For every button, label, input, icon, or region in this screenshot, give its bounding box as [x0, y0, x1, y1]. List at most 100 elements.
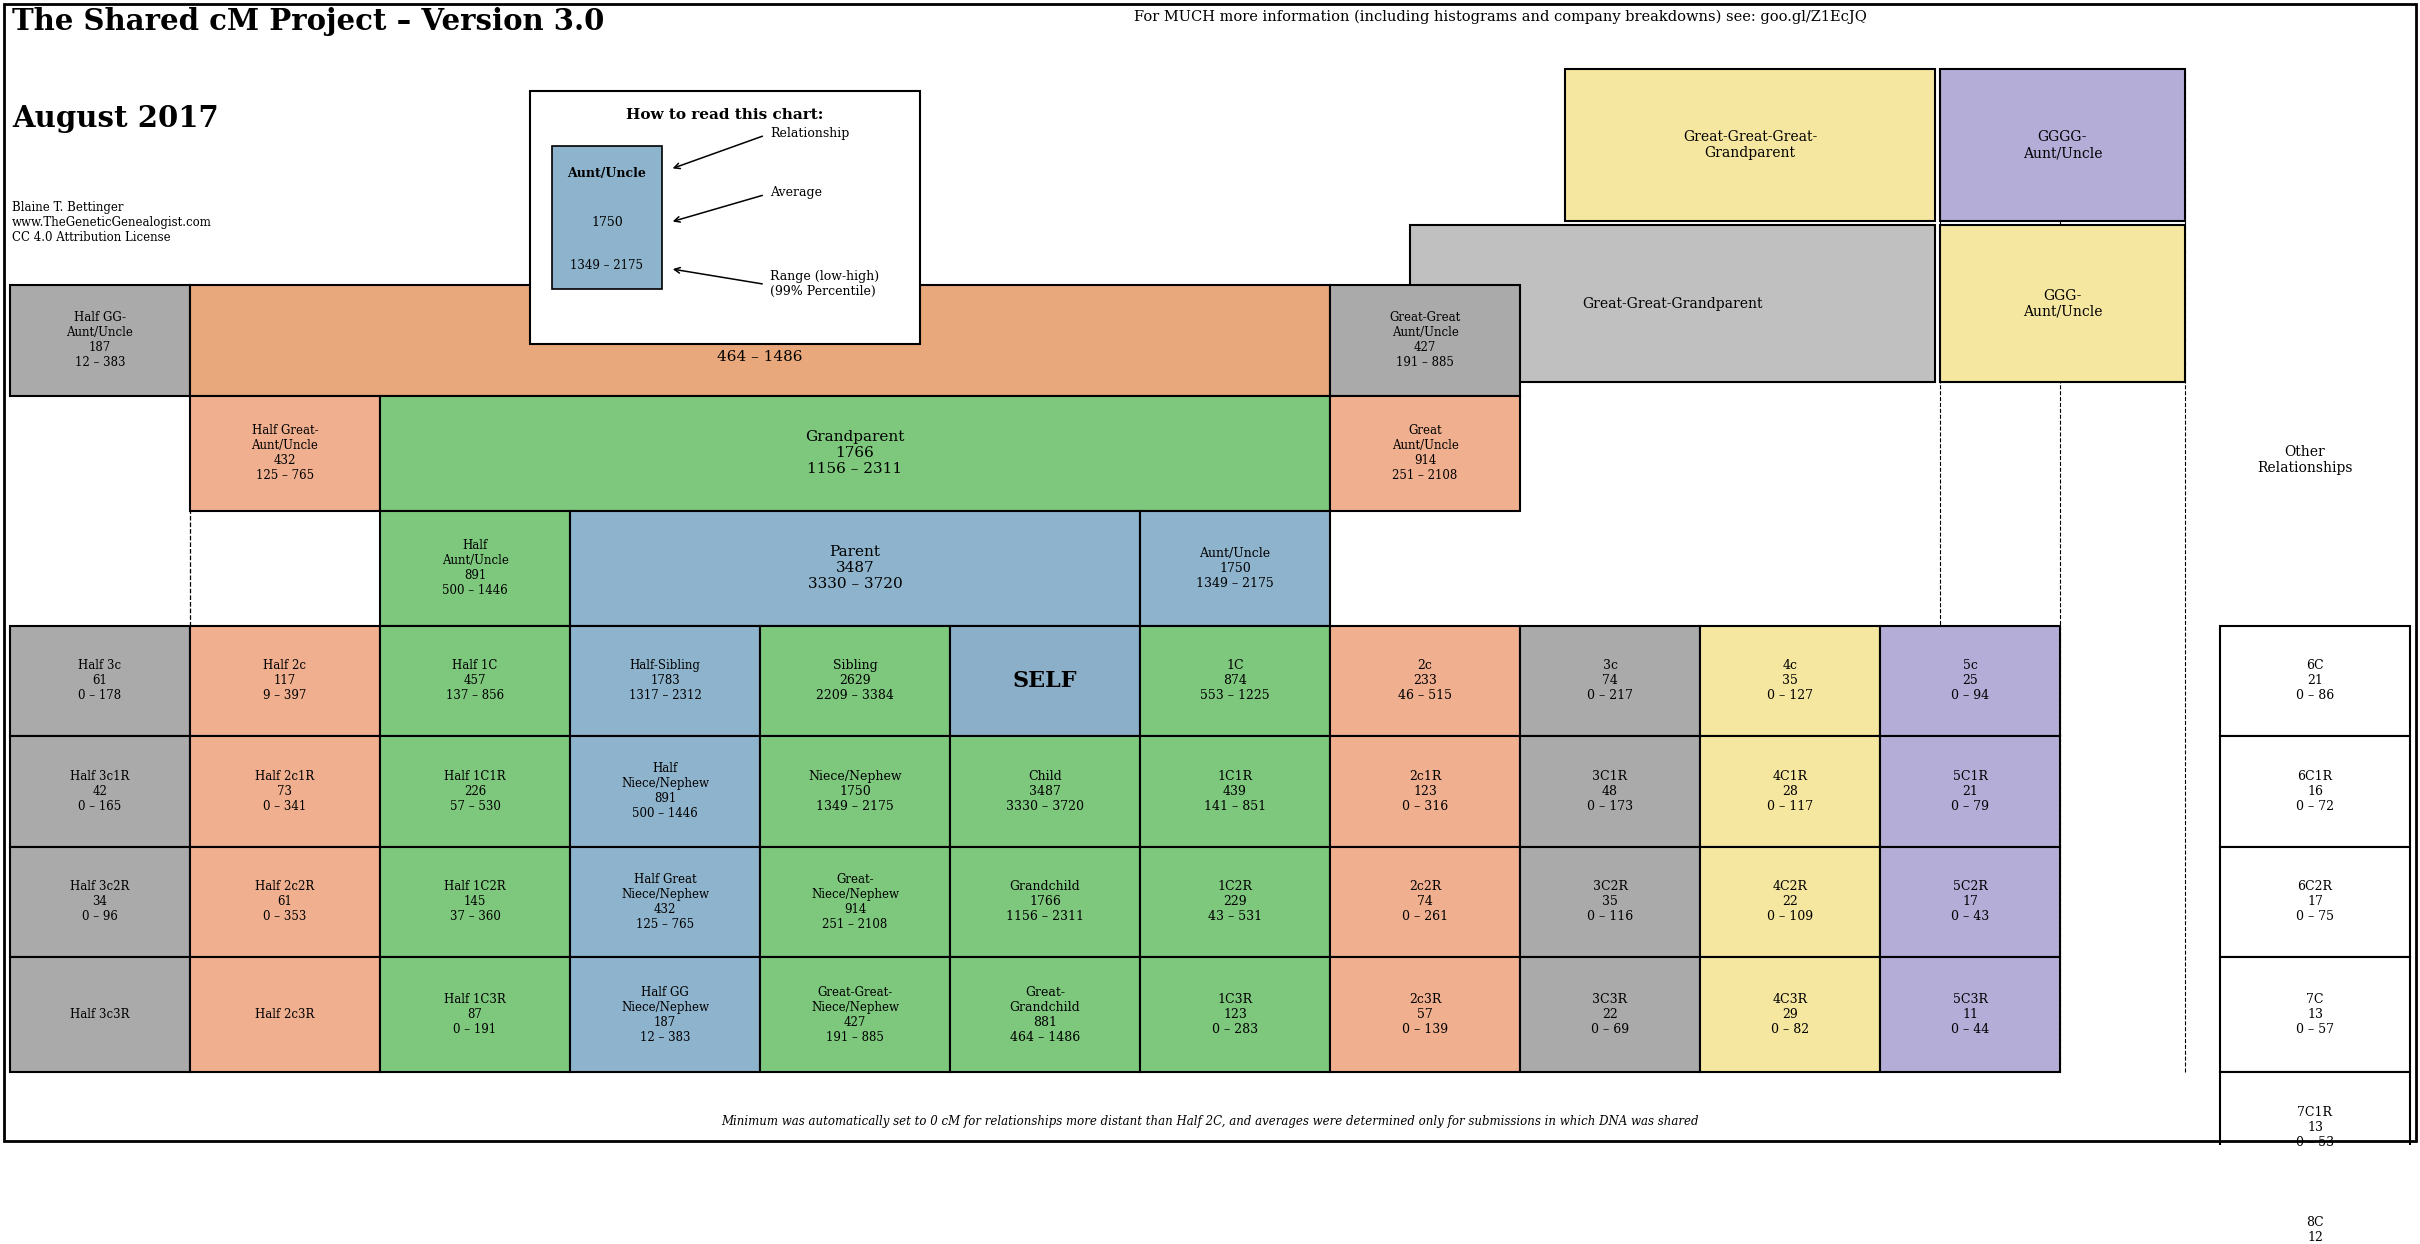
Text: Great-Great-Grandparent: Great-Great-Grandparent — [1583, 296, 1762, 311]
FancyBboxPatch shape — [2219, 1183, 2410, 1244]
Text: 2c
233
46 – 515: 2c 233 46 – 515 — [1399, 659, 1452, 703]
FancyBboxPatch shape — [2219, 1072, 2410, 1183]
Text: Half 2c3R: Half 2c3R — [257, 1008, 315, 1021]
Text: Average: Average — [770, 187, 823, 199]
Text: The Shared cM Project – Version 3.0: The Shared cM Project – Version 3.0 — [12, 7, 605, 36]
Text: For MUCH more information (including histograms and company breakdowns) see: goo: For MUCH more information (including his… — [1135, 9, 1866, 24]
FancyBboxPatch shape — [1140, 626, 1331, 736]
Text: Great-Great-
Niece/Nephew
427
191 – 885: Great-Great- Niece/Nephew 427 191 – 885 — [811, 985, 898, 1044]
Text: 3c
74
0 – 217: 3c 74 0 – 217 — [1588, 659, 1634, 703]
Text: Great
Aunt/Uncle
914
251 – 2108: Great Aunt/Uncle 914 251 – 2108 — [1392, 424, 1459, 483]
Text: Half 3c2R
34
0 – 96: Half 3c2R 34 0 – 96 — [70, 881, 131, 923]
FancyBboxPatch shape — [1331, 957, 1520, 1072]
Text: 7C
13
0 – 57: 7C 13 0 – 57 — [2297, 993, 2333, 1036]
Text: 3C3R
22
0 – 69: 3C3R 22 0 – 69 — [1590, 993, 1629, 1036]
Text: Blaine T. Bettinger
www.TheGeneticGenealogist.com
CC 4.0 Attribution License: Blaine T. Bettinger www.TheGeneticGeneal… — [12, 200, 213, 244]
Text: Child
3487
3330 – 3720: Child 3487 3330 – 3720 — [1007, 770, 1084, 812]
FancyBboxPatch shape — [571, 847, 760, 957]
FancyBboxPatch shape — [10, 847, 191, 957]
FancyBboxPatch shape — [1941, 225, 2185, 382]
Text: 6C
21
0 – 86: 6C 21 0 – 86 — [2297, 659, 2335, 703]
FancyBboxPatch shape — [760, 626, 951, 736]
Text: Aunt/Uncle: Aunt/Uncle — [569, 167, 646, 179]
FancyBboxPatch shape — [552, 147, 663, 289]
FancyBboxPatch shape — [1331, 396, 1520, 511]
Text: Half
Aunt/Uncle
891
500 – 1446: Half Aunt/Uncle 891 500 – 1446 — [440, 539, 508, 597]
Text: Half-Sibling
1783
1317 – 2312: Half-Sibling 1783 1317 – 2312 — [629, 659, 702, 703]
FancyBboxPatch shape — [1880, 957, 2059, 1072]
Text: Aunt/Uncle
1750
1349 – 2175: Aunt/Uncle 1750 1349 – 2175 — [1195, 546, 1273, 590]
FancyBboxPatch shape — [530, 91, 920, 345]
FancyBboxPatch shape — [2219, 957, 2410, 1072]
Text: 4c
35
0 – 127: 4c 35 0 – 127 — [1767, 659, 1813, 703]
FancyBboxPatch shape — [1520, 847, 1699, 957]
Text: Relationship: Relationship — [770, 127, 849, 139]
FancyBboxPatch shape — [571, 957, 760, 1072]
Text: Grandparent
1766
1156 – 2311: Grandparent 1766 1156 – 2311 — [806, 430, 905, 476]
FancyBboxPatch shape — [571, 511, 1140, 626]
FancyBboxPatch shape — [951, 626, 1140, 736]
FancyBboxPatch shape — [1411, 225, 1936, 382]
Text: Other
Relationships: Other Relationships — [2258, 445, 2352, 475]
FancyBboxPatch shape — [2219, 736, 2410, 847]
FancyBboxPatch shape — [1331, 626, 1520, 736]
Text: Niece/Nephew
1750
1349 – 2175: Niece/Nephew 1750 1349 – 2175 — [808, 770, 903, 812]
Text: August 2017: August 2017 — [12, 104, 218, 133]
Text: Half 3c
61
0 – 178: Half 3c 61 0 – 178 — [77, 659, 121, 703]
Text: Half 1C2R
145
37 – 360: Half 1C2R 145 37 – 360 — [445, 881, 506, 923]
Text: GGG-
Aunt/Uncle: GGG- Aunt/Uncle — [2023, 289, 2103, 318]
Text: Half GG-
Aunt/Uncle
187
12 – 383: Half GG- Aunt/Uncle 187 12 – 383 — [68, 311, 133, 369]
FancyBboxPatch shape — [1140, 736, 1331, 847]
FancyBboxPatch shape — [1140, 511, 1331, 626]
Text: Parent
3487
3330 – 3720: Parent 3487 3330 – 3720 — [808, 545, 903, 591]
FancyBboxPatch shape — [10, 285, 191, 396]
FancyBboxPatch shape — [1699, 957, 1880, 1072]
Text: 4C3R
29
0 – 82: 4C3R 29 0 – 82 — [1771, 993, 1810, 1036]
FancyBboxPatch shape — [1331, 285, 1520, 396]
Text: 5C1R
21
0 – 79: 5C1R 21 0 – 79 — [1951, 770, 1989, 812]
Text: 4C1R
28
0 – 117: 4C1R 28 0 – 117 — [1767, 770, 1813, 812]
Text: Half Great
Niece/Nephew
432
125 – 765: Half Great Niece/Nephew 432 125 – 765 — [622, 873, 709, 931]
Text: 2c3R
57
0 – 139: 2c3R 57 0 – 139 — [1401, 993, 1447, 1036]
FancyBboxPatch shape — [380, 957, 571, 1072]
FancyBboxPatch shape — [380, 626, 571, 736]
Text: How to read this chart:: How to read this chart: — [627, 108, 823, 122]
Text: Half 3c3R: Half 3c3R — [70, 1008, 131, 1021]
Text: Grandchild
1766
1156 – 2311: Grandchild 1766 1156 – 2311 — [1007, 881, 1084, 923]
FancyBboxPatch shape — [10, 736, 191, 847]
FancyBboxPatch shape — [1941, 68, 2185, 221]
Text: 5c
25
0 – 94: 5c 25 0 – 94 — [1951, 659, 1989, 703]
FancyBboxPatch shape — [1140, 957, 1331, 1072]
FancyBboxPatch shape — [951, 847, 1140, 957]
Text: 1C2R
229
43 – 531: 1C2R 229 43 – 531 — [1208, 881, 1263, 923]
Text: 3C2R
35
0 – 116: 3C2R 35 0 – 116 — [1588, 881, 1634, 923]
Text: Half 2c2R
61
0 – 353: Half 2c2R 61 0 – 353 — [257, 881, 315, 923]
Text: 5C3R
11
0 – 44: 5C3R 11 0 – 44 — [1951, 993, 1989, 1036]
FancyBboxPatch shape — [1880, 736, 2059, 847]
FancyBboxPatch shape — [191, 285, 1331, 396]
FancyBboxPatch shape — [2219, 626, 2410, 736]
Text: Minimum was automatically set to 0 cM for relationships more distant than Half 2: Minimum was automatically set to 0 cM fo… — [721, 1115, 1699, 1128]
Text: Great-
Niece/Nephew
914
251 – 2108: Great- Niece/Nephew 914 251 – 2108 — [811, 873, 898, 931]
Text: 7C1R
13
0 – 53: 7C1R 13 0 – 53 — [2297, 1106, 2333, 1148]
Text: Half Great-
Aunt/Uncle
432
125 – 765: Half Great- Aunt/Uncle 432 125 – 765 — [252, 424, 319, 483]
FancyBboxPatch shape — [1699, 847, 1880, 957]
FancyBboxPatch shape — [1331, 736, 1520, 847]
Text: Half 1C1R
226
57 – 530: Half 1C1R 226 57 – 530 — [445, 770, 506, 812]
FancyBboxPatch shape — [1520, 626, 1699, 736]
Text: Great-
Grandchild
881
464 – 1486: Great- Grandchild 881 464 – 1486 — [1009, 985, 1079, 1044]
FancyBboxPatch shape — [1880, 847, 2059, 957]
Text: 1C1R
439
141 – 851: 1C1R 439 141 – 851 — [1203, 770, 1266, 812]
Text: SELF: SELF — [1012, 671, 1077, 692]
Text: Half 1C
457
137 – 856: Half 1C 457 137 – 856 — [445, 659, 503, 703]
FancyBboxPatch shape — [571, 626, 760, 736]
Text: 8C
12
0 – 50: 8C 12 0 – 50 — [2297, 1217, 2333, 1244]
FancyBboxPatch shape — [1566, 68, 1936, 221]
FancyBboxPatch shape — [2219, 847, 2410, 957]
FancyBboxPatch shape — [1699, 626, 1880, 736]
Text: 5C2R
17
0 – 43: 5C2R 17 0 – 43 — [1951, 881, 1989, 923]
Text: 6C2R
17
0 – 75: 6C2R 17 0 – 75 — [2297, 881, 2333, 923]
FancyBboxPatch shape — [1140, 847, 1331, 957]
FancyBboxPatch shape — [1699, 736, 1880, 847]
FancyBboxPatch shape — [10, 957, 191, 1072]
